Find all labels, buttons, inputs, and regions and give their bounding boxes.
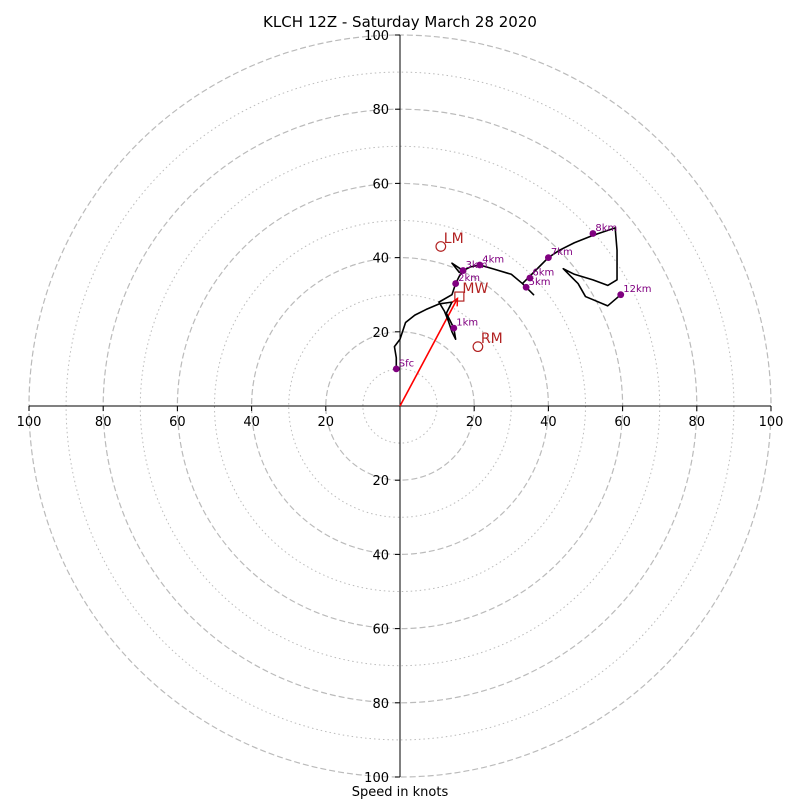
x-tick-label: 20 <box>318 415 335 430</box>
height-marker <box>459 267 467 274</box>
shear-vector <box>399 298 459 407</box>
height-label: 12km <box>623 284 651 295</box>
height-marker <box>617 291 625 299</box>
storm-motion-label: MW <box>462 281 488 297</box>
height-label: 4km <box>482 255 504 266</box>
height-marker <box>452 280 460 287</box>
y-tick-label: 40 <box>372 548 389 563</box>
x-axis-label: Speed in knots <box>352 785 449 800</box>
height-label: 8km <box>595 223 617 234</box>
height-marker <box>545 254 552 261</box>
axis-ticks: 100 100 80 80 60 60 40 40 20 20 20 20 40 40 60 60 80 80 10… <box>17 29 784 786</box>
height-marker <box>392 365 400 373</box>
x-tick-label: 20 <box>466 415 483 430</box>
chart-title: KLCH 12Z - Saturday March 28 2020 <box>263 13 537 31</box>
height-marker <box>476 261 484 269</box>
y-tick-label: 100 <box>364 771 389 786</box>
height-marker <box>522 283 530 291</box>
storm-motion-marker <box>435 241 447 252</box>
y-tick-label: 60 <box>372 177 389 192</box>
height-label: 5km <box>529 277 551 288</box>
x-tick-label: 40 <box>540 415 557 430</box>
height-label: 1km <box>456 318 478 329</box>
hodograph-line <box>393 227 622 369</box>
height-marker <box>526 274 534 282</box>
storm-motion-label: RM <box>481 331 503 347</box>
x-tick-label: 60 <box>614 415 631 430</box>
x-tick-label: 100 <box>759 415 784 430</box>
x-tick-label: 60 <box>169 415 186 430</box>
y-tick-label: 20 <box>372 326 389 341</box>
y-tick-label: 60 <box>372 623 389 638</box>
y-tick-label: 40 <box>372 252 389 267</box>
y-tick-label: 100 <box>364 29 389 44</box>
x-tick-label: 80 <box>689 415 706 430</box>
x-tick-label: 100 <box>17 415 42 430</box>
height-markers: Sfc1km2km3km4km5km6km7km8km12km <box>392 223 652 373</box>
storm-motions: LM MW RM <box>435 231 503 353</box>
height-label: 6km <box>532 268 554 279</box>
height-marker <box>450 324 458 332</box>
mean-wind-marker <box>454 291 465 302</box>
y-tick-label: 80 <box>372 697 389 712</box>
x-tick-label: 80 <box>95 415 112 430</box>
y-tick-label: 20 <box>372 474 389 489</box>
hodograph-trace <box>393 227 622 407</box>
height-label: Sfc <box>399 358 414 369</box>
height-label: 2km <box>458 273 480 284</box>
height-marker <box>589 230 597 237</box>
height-label: 7km <box>551 247 573 258</box>
storm-motion-marker <box>472 341 484 353</box>
x-tick-label: 40 <box>243 415 260 430</box>
y-tick-label: 80 <box>372 103 389 118</box>
shear-vector-arrowhead <box>450 296 459 307</box>
storm-motion-label: LM <box>444 231 464 247</box>
